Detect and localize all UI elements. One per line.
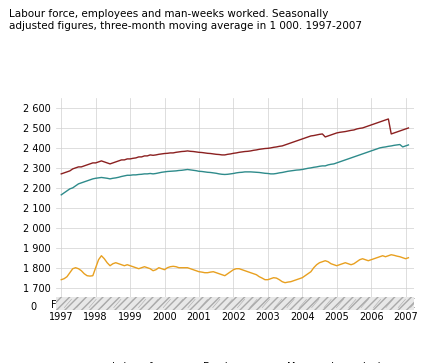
Line: Labour force: Labour force — [61, 119, 408, 174]
Employees — [58, 193, 63, 197]
Labour force — [279, 144, 284, 148]
Line: Man-weeks worked: Man-weeks worked — [61, 255, 408, 283]
Labour force — [248, 149, 253, 153]
Man-weeks worked — [382, 254, 387, 259]
Man-weeks worked — [405, 256, 410, 260]
Employees — [170, 169, 176, 173]
Labour force — [139, 155, 144, 159]
Labour force — [379, 119, 384, 123]
Man-weeks worked — [139, 265, 144, 270]
Employees — [394, 143, 399, 147]
Line: Employees: Employees — [61, 144, 408, 195]
Employees — [405, 143, 410, 147]
Employees — [396, 142, 401, 147]
Labour force — [396, 129, 401, 133]
Employees — [279, 170, 284, 175]
Employees — [379, 145, 384, 150]
Man-weeks worked — [58, 277, 63, 282]
Employees — [248, 170, 253, 174]
Man-weeks worked — [279, 280, 284, 284]
Labour force — [58, 172, 63, 176]
Text: Labour force, employees and man-weeks worked. Seasonally
adjusted figures, three: Labour force, employees and man-weeks wo… — [9, 9, 361, 31]
Man-weeks worked — [399, 256, 404, 260]
Labour force — [405, 126, 410, 130]
Man-weeks worked — [170, 264, 176, 269]
Man-weeks worked — [388, 253, 393, 257]
Legend: Labour force, Employees, Man-weeks worked: Labour force, Employees, Man-weeks worke… — [85, 358, 383, 363]
Labour force — [170, 151, 176, 155]
Text: 0: 0 — [30, 302, 36, 312]
Labour force — [385, 117, 390, 121]
Man-weeks worked — [282, 281, 287, 285]
Employees — [139, 172, 144, 176]
Man-weeks worked — [248, 270, 253, 275]
